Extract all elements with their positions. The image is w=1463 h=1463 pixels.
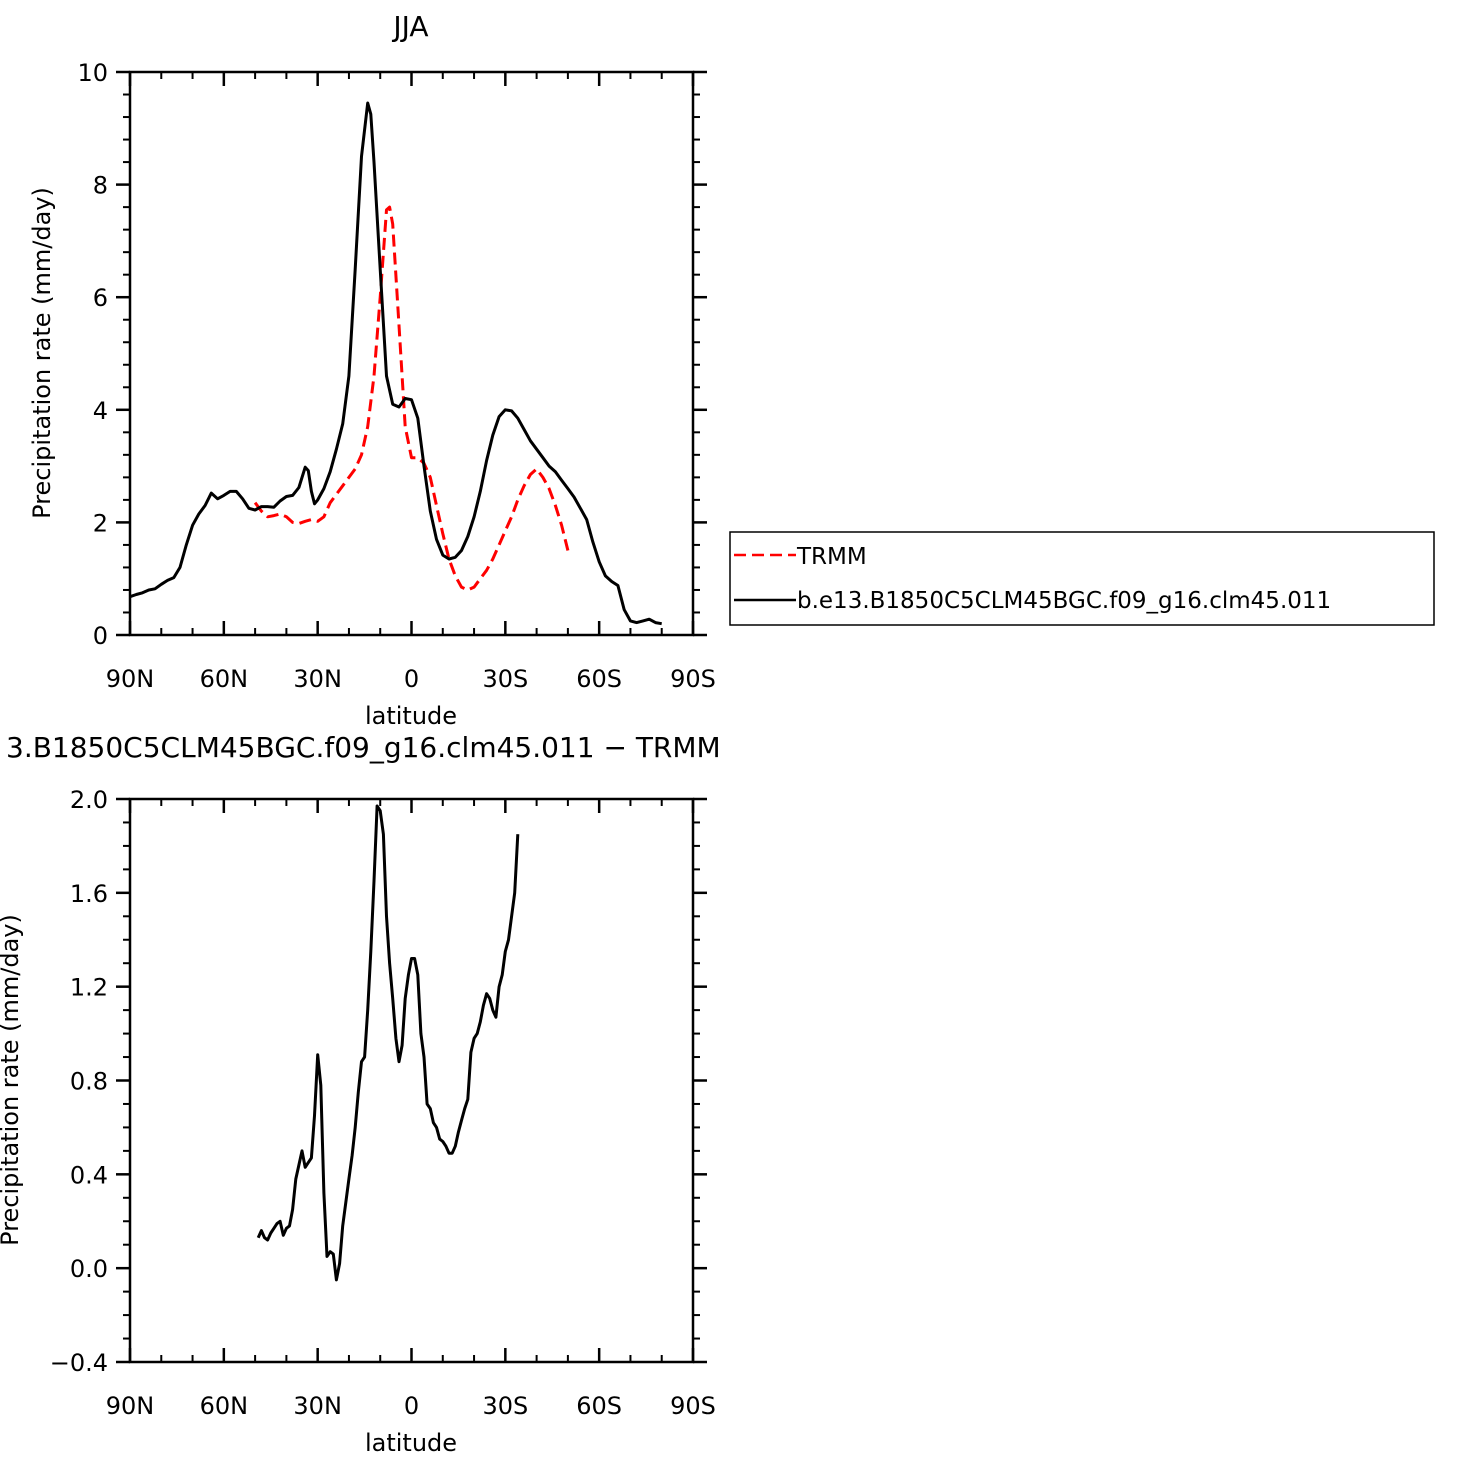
legend-box [729, 531, 1435, 626]
bottom-chart-ylabel: Precipitation rate (mm/day) [0, 914, 24, 1246]
y-tick-label: 2.0 [70, 786, 108, 814]
y-tick-label: 0.0 [70, 1255, 108, 1283]
y-tick-label: 6 [93, 284, 108, 312]
bottom-chart-panel: 3.B1850C5CLM45BGC.f09_g16.clm45.011 − TR… [0, 731, 721, 1457]
legend-label-model: b.e13.B1850C5CLM45BGC.f09_g16.clm45.011 [797, 588, 1331, 614]
x-tick-label: 30S [482, 665, 528, 693]
x-tick-label: 60N [200, 665, 249, 693]
bottom-chart-xlabel: latitude [365, 1429, 457, 1457]
top-chart-ticks: 90N 60N 30N 0 30S 60S 90S 0 2 4 6 8 10 [77, 59, 715, 693]
series-line-0-1 [129, 101, 662, 626]
x-tick-label: 30N [293, 665, 342, 693]
y-tick-label: −0.4 [50, 1349, 108, 1377]
top-chart-ylabel: Precipitation rate (mm/day) [28, 187, 56, 519]
y-tick-label: 2 [93, 509, 108, 537]
x-tick-label: 90N [106, 665, 155, 693]
top-chart-title: JJA [391, 10, 428, 43]
x-tick-label: 60S [576, 1392, 622, 1420]
x-tick-label: 30N [293, 1392, 342, 1420]
legend-label-trmm: TRMM [796, 544, 867, 570]
top-chart-series [129, 101, 662, 626]
legend: TRMM b.e13.B1850C5CLM45BGC.f09_g16.clm45… [729, 531, 1435, 626]
y-tick-label: 4 [93, 397, 108, 425]
bottom-chart-frame [128, 797, 695, 1364]
y-tick-label: 0 [93, 622, 108, 650]
y-tick-label: 0.4 [70, 1161, 108, 1189]
y-tick-label: 8 [93, 172, 108, 200]
x-tick-label: 90S [670, 665, 716, 693]
series-line-0-0 [253, 205, 570, 592]
y-tick-label: 0.8 [70, 1068, 108, 1096]
x-tick-label: 0 [404, 665, 419, 693]
top-chart-frame [128, 70, 695, 637]
top-chart-xlabel: latitude [365, 702, 457, 730]
x-tick-label: 90S [670, 1392, 716, 1420]
y-tick-label: 1.6 [70, 880, 108, 908]
x-tick-label: 0 [404, 1392, 419, 1420]
y-tick-label: 10 [77, 59, 108, 87]
x-tick-label: 60S [576, 665, 622, 693]
series-line-1-0 [256, 804, 520, 1282]
bottom-chart-ticks: 90N 60N 30N 0 30S 60S 90S −0.4 0.0 0.4 0.8 1.2 1.6 2.… [50, 786, 716, 1420]
x-tick-label: 90N [106, 1392, 155, 1420]
y-tick-label: 1.2 [70, 974, 108, 1002]
x-tick-label: 60N [200, 1392, 249, 1420]
bottom-chart-title: 3.B1850C5CLM45BGC.f09_g16.clm45.011 − TR… [6, 731, 721, 764]
bottom-chart-series [256, 804, 520, 1282]
x-tick-label: 30S [482, 1392, 528, 1420]
